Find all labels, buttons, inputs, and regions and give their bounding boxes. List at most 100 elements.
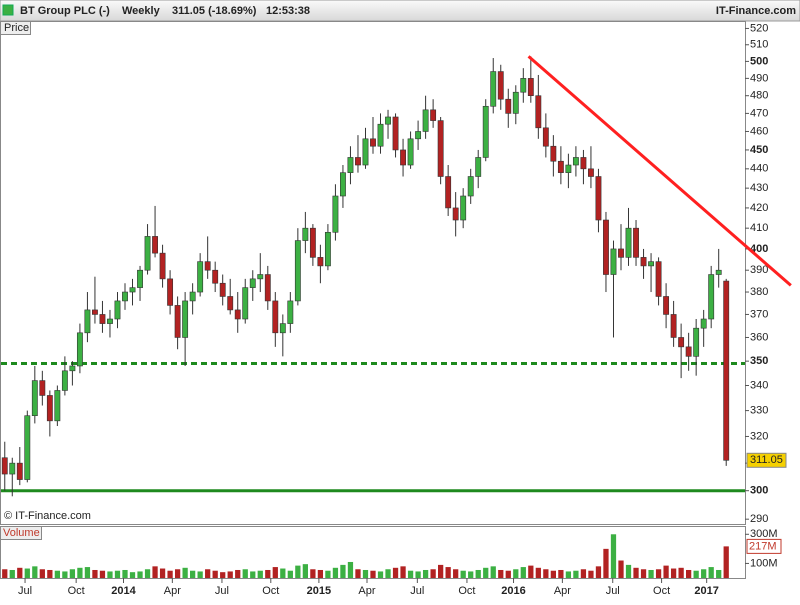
volume-bar (137, 571, 143, 578)
y-tick-label: 380 (750, 286, 768, 298)
candle-body (633, 227, 639, 258)
volume-y-tick-label: 100M (750, 557, 778, 569)
volume-bar (438, 564, 444, 578)
volume-bar (468, 571, 474, 578)
candle-body (279, 323, 286, 334)
candle-body (347, 157, 354, 173)
candle-body (287, 300, 294, 324)
candle-body (92, 309, 98, 315)
last-price-tag (746, 452, 787, 468)
candle-body (467, 176, 474, 197)
candle-body (76, 332, 83, 367)
y-tick-label: 510 (750, 39, 768, 51)
x-tick-label: Oct (458, 585, 475, 597)
volume-bar (197, 571, 203, 578)
volume-bar (152, 566, 158, 578)
candle-body (490, 71, 497, 107)
volume-bar (272, 567, 278, 578)
candle-body (497, 71, 504, 100)
volume-bar (182, 567, 188, 578)
volume-bar (385, 569, 391, 578)
volume-bar (633, 567, 639, 578)
candle-body (535, 95, 542, 129)
volume-bar (24, 568, 30, 578)
volume-bar (670, 568, 677, 578)
candle-body (46, 395, 53, 422)
volume-bar (325, 570, 331, 578)
volume-bar (490, 566, 496, 578)
volume-bar (610, 534, 617, 578)
candle-body (572, 157, 579, 166)
volume-bar (2, 569, 8, 578)
y-tick-label: 370 (750, 308, 768, 320)
y-tick-label: 520 (750, 22, 768, 34)
candle-body (204, 261, 211, 271)
candle-body (625, 227, 632, 258)
volume-bar (415, 571, 421, 578)
candle-body (294, 240, 301, 302)
candle-body (24, 415, 31, 480)
candle-body (174, 305, 181, 338)
volume-bar (460, 570, 466, 578)
candle-body (700, 318, 707, 329)
candle-body (340, 172, 346, 197)
candle-body (550, 145, 557, 162)
candle-body (580, 157, 587, 170)
x-tick-label: 2016 (501, 585, 525, 597)
candle-body (61, 370, 68, 391)
volume-bar (287, 570, 293, 578)
candle-body (152, 236, 158, 254)
volume-bar (227, 571, 233, 578)
candle-body (1, 457, 8, 475)
volume-bar (407, 570, 414, 578)
candle-body (31, 380, 38, 417)
candle-body (182, 300, 189, 338)
volume-bar (392, 567, 399, 578)
x-tick-label: Jul (215, 585, 229, 597)
volume-bar (39, 569, 45, 578)
volume-bar (302, 564, 308, 578)
panel-label-box (0, 21, 31, 35)
y-tick-label: 350 (750, 355, 768, 367)
volume-bar (723, 546, 729, 578)
candle-body (355, 157, 361, 166)
header-brand: IT-Finance.com (716, 5, 796, 17)
volume-bar (573, 570, 579, 578)
candle-body (678, 337, 685, 348)
volume-bar (580, 569, 587, 578)
candle-body (385, 116, 391, 125)
volume-bar (430, 569, 436, 578)
volume-bar (686, 569, 692, 578)
candle-body (407, 138, 414, 166)
y-tick-label: 340 (750, 379, 768, 391)
candle-body (234, 309, 241, 320)
candle-body (370, 138, 376, 147)
volume-bar (362, 569, 369, 578)
candle-body (107, 318, 113, 324)
y-tick-label: 410 (750, 222, 768, 234)
volume-bar (708, 567, 714, 578)
volume-bar (595, 566, 602, 578)
candle-body (9, 462, 16, 475)
candle-body (693, 327, 700, 357)
candle-body (422, 109, 429, 132)
candle-body (324, 231, 331, 267)
x-tick-label: Jul (18, 585, 32, 597)
volume-bar (340, 564, 346, 578)
volume-bar (445, 567, 451, 578)
header-time: 12:53:38 (266, 5, 310, 17)
candle-body (114, 300, 121, 320)
volume-y-tick-label: 300M (750, 528, 778, 540)
volume-bar (483, 567, 489, 578)
volume-bar (558, 569, 564, 578)
candle-body (452, 207, 459, 221)
candle-body (227, 296, 234, 311)
header-bar (0, 0, 800, 22)
volume-bar (242, 569, 248, 578)
trendline (527, 55, 792, 287)
volume-bar (317, 569, 324, 578)
candle-body (317, 257, 324, 267)
volume-bar (528, 565, 534, 578)
volume-bar (377, 571, 384, 578)
candle-body (197, 261, 204, 293)
